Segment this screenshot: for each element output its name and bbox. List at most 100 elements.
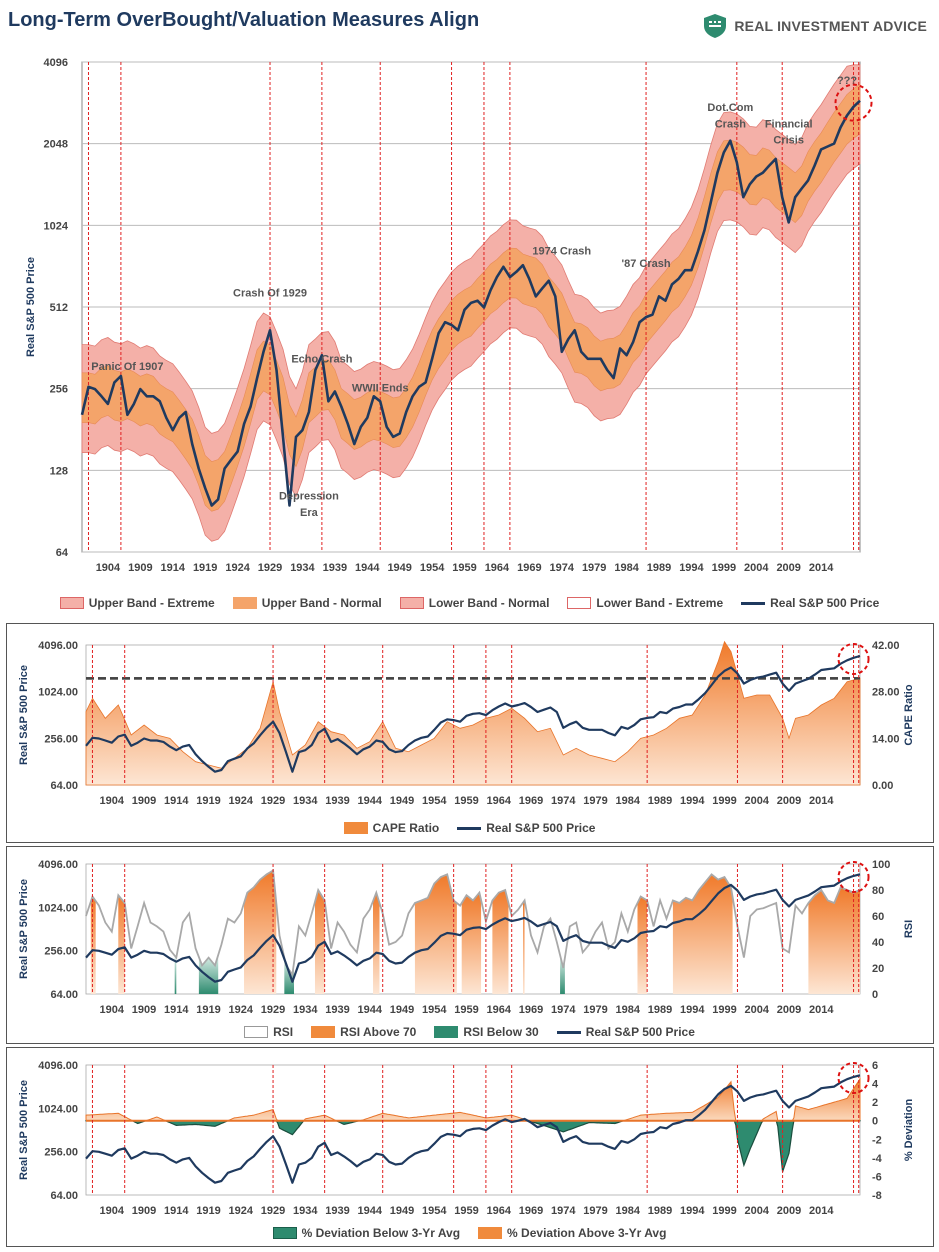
y-tick-label-right: 100 — [872, 859, 890, 871]
x-tick-label: 1909 — [132, 795, 156, 807]
y-tick-label-left: 256.00 — [44, 733, 78, 745]
brand-shield-icon — [704, 14, 727, 38]
x-tick-label: 1989 — [647, 562, 671, 574]
chart-annotation: Crash — [715, 118, 746, 130]
x-tick-label: 1989 — [648, 1004, 672, 1016]
x-tick-label: 1914 — [164, 1205, 189, 1217]
highlight-circle — [837, 1062, 870, 1095]
x-tick-label: 2014 — [809, 1004, 834, 1016]
y-tick-label: 128 — [50, 465, 68, 477]
y-tick-label-left: 1024.00 — [38, 687, 78, 699]
brand-logo: REAL INVESTMENT ADVICE — [702, 10, 927, 42]
x-tick-label: 1934 — [293, 1205, 318, 1217]
y-tick-label-left: 4096.00 — [38, 1060, 78, 1072]
chart-annotation: Crash Of 1929 — [233, 287, 307, 299]
rsi-above-70-area — [118, 895, 125, 994]
x-tick-label: 2009 — [777, 1004, 801, 1016]
x-tick-label: 1904 — [100, 1205, 125, 1217]
y-tick-label-left: 256.00 — [44, 1147, 78, 1159]
y-axis-label-right: CAPE Ratio — [903, 684, 915, 745]
y-tick-label-right: 0 — [872, 989, 878, 1001]
x-tick-label: 2004 — [744, 562, 769, 574]
legend-label: RSI Below 30 — [463, 1025, 539, 1039]
rsi-above-70-area — [461, 892, 482, 994]
band-normal-area — [81, 83, 861, 512]
y-tick-label-right: 4 — [872, 1079, 879, 1091]
page-title: Long-Term OverBought/Valuation Measures … — [8, 9, 480, 31]
main-chart-legend: Upper Band - Extreme Upper Band - Normal… — [0, 594, 939, 612]
legend-upper-extreme: Upper Band - Extreme — [59, 596, 215, 610]
y-axis-label: Real S&P 500 Price — [25, 257, 37, 357]
x-tick-label: 1944 — [358, 1205, 383, 1217]
y-tick-label: 1024 — [44, 220, 69, 232]
x-tick-label: 1949 — [387, 562, 411, 574]
x-tick-label: 1989 — [648, 1205, 672, 1217]
y-tick-label-right: 80 — [872, 885, 884, 897]
rsi-above-70-area — [414, 874, 457, 994]
x-tick-label: 1949 — [390, 1004, 414, 1016]
rsi-above-70-area — [244, 870, 277, 994]
x-tick-label: 1959 — [454, 795, 478, 807]
chart-annotation: ??? — [837, 75, 857, 87]
rsi-below-30-area — [174, 955, 177, 994]
legend-label: Upper Band - Normal — [261, 596, 382, 610]
cape-panel-border — [6, 623, 934, 843]
x-tick-label: 1944 — [358, 1004, 383, 1016]
main-price-chart: 4096 2048 1024 512 256 128 64 1904 1909 1914 1919 1… — [25, 57, 873, 574]
chart-annotation: Financial — [765, 118, 813, 130]
y-tick-label-left: 4096.00 — [38, 859, 78, 871]
rsi-above-70-area — [492, 890, 509, 994]
chart-annotation: Era — [300, 507, 319, 519]
x-tick-label: 1924 — [229, 1205, 254, 1217]
rsi-line — [85, 868, 861, 977]
chart-annotation: '87 Crash — [622, 258, 671, 270]
deviation-panel-border — [6, 1047, 934, 1247]
x-tick-label: 1909 — [132, 1004, 156, 1016]
x-tick-label: 2004 — [745, 1205, 770, 1217]
x-tick-label: 1919 — [196, 1004, 220, 1016]
chart-annotation: WWII Ends — [352, 382, 409, 394]
x-tick-label: 1964 — [485, 562, 510, 574]
x-tick-label: 1969 — [519, 1205, 543, 1217]
rsi-chart: 4096.00 1024.00 256.00 64.00 100 80 60 40 20 0 Rea… — [18, 859, 915, 1016]
x-tick-label: 1934 — [293, 1004, 318, 1016]
x-tick-label: 1929 — [258, 562, 282, 574]
rsi-above-70-area — [637, 896, 648, 994]
y-tick-label-right: 20 — [872, 963, 884, 975]
x-tick-label: 1964 — [487, 1004, 512, 1016]
y-axis-label-right: % Deviation — [903, 1099, 915, 1162]
real-price-line — [85, 873, 861, 983]
x-tick-label: 2004 — [745, 795, 770, 807]
x-tick-label: 1959 — [452, 562, 476, 574]
x-tick-label: 1999 — [712, 562, 736, 574]
x-tick-label: 1939 — [325, 1004, 349, 1016]
rsi-above-70-area — [522, 900, 525, 994]
cape-chart: 4096.00 1024.00 256.00 64.00 42.00 28.00 14.00… — [18, 640, 915, 807]
x-tick-label: 1904 — [100, 1004, 125, 1016]
rsi-above-70-area — [672, 874, 733, 994]
legend-dev-above: % Deviation Above 3-Yr Avg — [478, 1226, 666, 1240]
y-axis-label-left: Real S&P 500 Price — [18, 665, 30, 765]
x-tick-label: 1969 — [517, 562, 541, 574]
x-tick-label: 1994 — [679, 562, 704, 574]
highlight-circle — [837, 643, 870, 676]
chart-annotation: Crisis — [773, 135, 804, 147]
x-tick-label: 1924 — [229, 795, 254, 807]
legend-label: % Deviation Below 3-Yr Avg — [301, 1226, 461, 1240]
cape-chart-legend: CAPE Ratio Real S&P 500 Price — [0, 819, 939, 837]
x-tick-label: 1939 — [325, 795, 349, 807]
brand-name: REAL INVESTMENT ADVICE — [734, 18, 927, 34]
x-tick-label: 1924 — [225, 562, 250, 574]
x-tick-label: 1979 — [583, 1004, 607, 1016]
legend-real-price: Real S&P 500 Price — [741, 596, 879, 610]
legend-label: % Deviation Above 3-Yr Avg — [507, 1226, 667, 1240]
x-tick-label: 1984 — [616, 795, 641, 807]
x-tick-label: 2004 — [745, 1004, 770, 1016]
x-tick-label: 1979 — [583, 1205, 607, 1217]
legend-lower-extreme: Lower Band - Extreme — [567, 596, 723, 610]
y-tick-label: 256 — [50, 384, 68, 396]
x-tick-label: 1979 — [583, 795, 607, 807]
y-axis-label-right: RSI — [903, 920, 915, 938]
legend-real-price: Real S&P 500 Price — [556, 1025, 695, 1039]
